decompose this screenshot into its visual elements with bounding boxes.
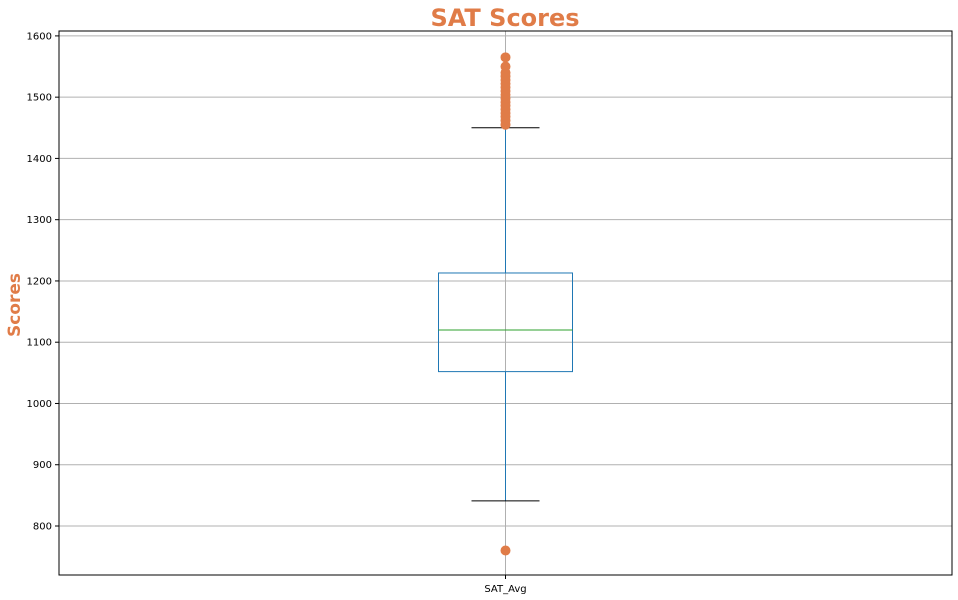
y-axis-ticks: 800 900 1000 1100 1200 1300 1400 1500 1600 bbox=[27, 31, 59, 532]
y-tick-label: 800 bbox=[33, 521, 52, 532]
y-tick-label: 1500 bbox=[27, 93, 52, 104]
y-tick-label: 1200 bbox=[27, 276, 52, 287]
outlier-point bbox=[500, 61, 511, 72]
outlier-point bbox=[500, 545, 511, 556]
chart-title: SAT Scores bbox=[430, 4, 579, 32]
y-tick-label: 1400 bbox=[27, 154, 52, 165]
y-tick-label: 900 bbox=[33, 460, 52, 471]
y-tick-label: 1600 bbox=[27, 31, 52, 42]
y-axis-title: Scores bbox=[5, 273, 25, 337]
x-axis-ticks: SAT_Avg bbox=[484, 575, 527, 595]
outlier-points bbox=[500, 52, 511, 556]
outlier-point bbox=[500, 52, 511, 63]
iqr-box bbox=[438, 272, 573, 373]
y-tick-label: 1100 bbox=[27, 338, 52, 349]
y-tick-label: 1300 bbox=[27, 215, 52, 226]
y-tick-label: 1000 bbox=[27, 399, 52, 410]
plot-frame bbox=[58, 30, 953, 576]
box-elements bbox=[438, 127, 573, 502]
x-tick-label: SAT_Avg bbox=[484, 584, 526, 595]
